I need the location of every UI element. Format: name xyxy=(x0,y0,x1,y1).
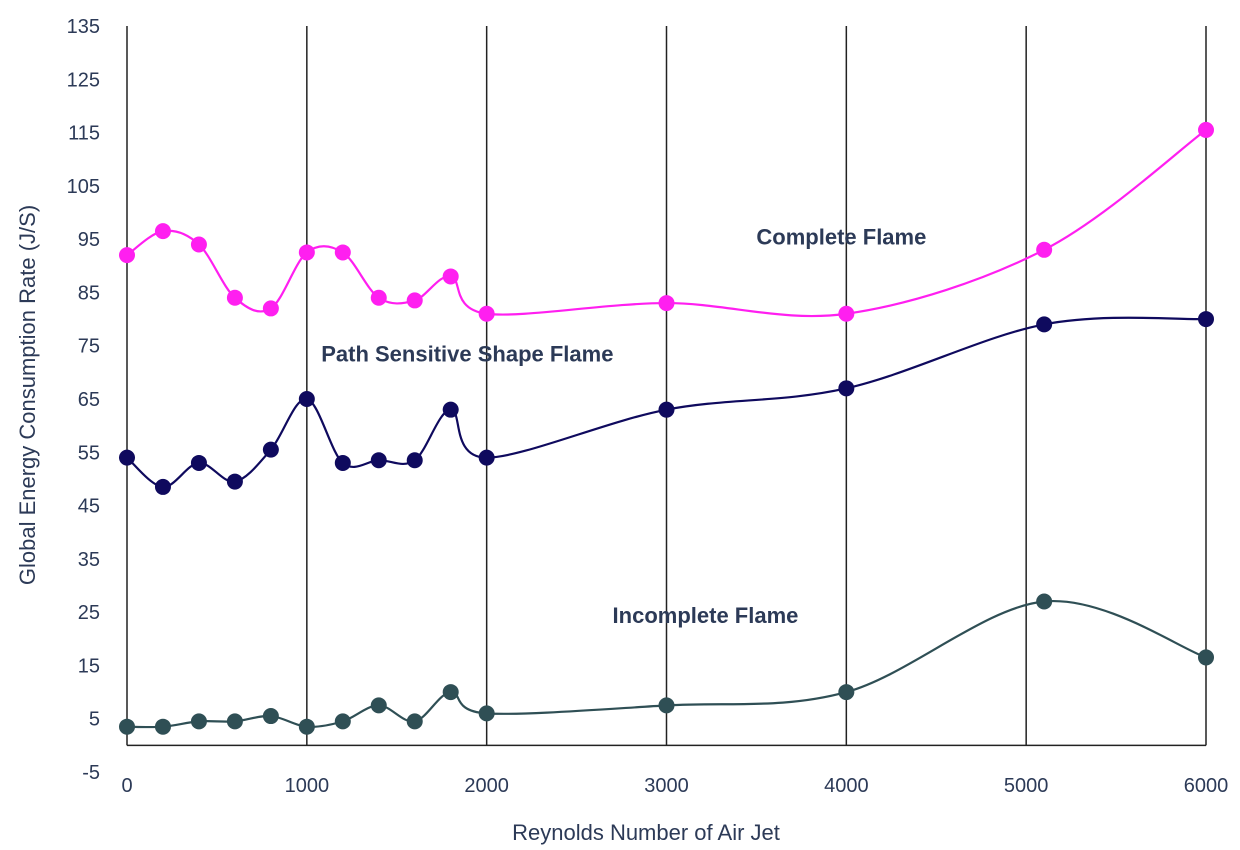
y-tick-label: -5 xyxy=(82,762,100,784)
y-tick-label: 15 xyxy=(78,655,100,677)
data-point xyxy=(370,697,387,714)
data-point xyxy=(190,713,207,730)
y-tick-label: 75 xyxy=(78,336,100,358)
data-point xyxy=(478,305,495,322)
series-line-1 xyxy=(126,129,1207,318)
x-tick-label: 2000 xyxy=(464,775,509,797)
y-tick-label: 65 xyxy=(78,389,100,411)
data-point xyxy=(226,713,243,730)
data-point xyxy=(1198,311,1214,328)
y-tick-label: 5 xyxy=(89,709,100,731)
x-axis-title: Reynolds Number of Air Jet xyxy=(512,820,780,845)
data-point xyxy=(1036,316,1053,333)
data-point xyxy=(119,449,135,466)
y-tick-label: 45 xyxy=(78,496,100,518)
x-tick-labels: 0 1000 2000 3000 4000 5000 6000 xyxy=(121,775,1228,797)
x-tick-label: 1000 xyxy=(285,775,330,797)
y-tick-label: 105 xyxy=(67,176,100,198)
data-point xyxy=(658,295,675,312)
data-point xyxy=(370,289,387,306)
y-tick-label: 95 xyxy=(78,229,100,251)
x-tick-label: 6000 xyxy=(1184,775,1229,797)
x-tick-label: 0 xyxy=(121,775,132,797)
data-point xyxy=(334,713,351,730)
data-point xyxy=(478,705,495,722)
x-tick-label: 4000 xyxy=(824,775,869,797)
data-point xyxy=(370,452,387,469)
x-tick-label: 5000 xyxy=(1004,775,1049,797)
data-point xyxy=(1198,649,1214,666)
data-point xyxy=(226,289,243,306)
annotation-label: Path Sensitive Shape Flame xyxy=(321,342,613,367)
data-point xyxy=(442,268,459,285)
data-point xyxy=(1198,121,1214,138)
data-point xyxy=(262,708,279,725)
data-point xyxy=(1036,593,1053,610)
y-tick-label: 125 xyxy=(67,69,100,91)
data-point xyxy=(478,449,495,466)
data-point xyxy=(226,473,243,490)
data-point xyxy=(442,401,459,418)
data-point xyxy=(838,380,855,397)
y-axis-title: Global Energy Consumption Rate (J/S) xyxy=(15,205,40,585)
data-point xyxy=(119,247,135,264)
data-point xyxy=(406,713,423,730)
data-point xyxy=(190,454,207,471)
data-point xyxy=(298,244,315,261)
annotation-label: Incomplete Flame xyxy=(613,603,799,628)
data-point xyxy=(442,684,459,701)
data-point xyxy=(298,391,315,407)
y-tick-labels: -5 5 15 25 35 45 55 65 75 85 95 105 115 125 135 xyxy=(67,16,100,784)
data-point xyxy=(190,236,207,253)
data-point xyxy=(262,441,279,458)
x-tick-label: 3000 xyxy=(644,775,689,797)
data-point xyxy=(838,684,855,701)
data-point xyxy=(658,697,675,714)
annotation-label: Complete Flame xyxy=(756,224,926,249)
y-tick-label: 85 xyxy=(78,282,100,304)
data-point xyxy=(154,223,171,240)
data-point xyxy=(406,292,423,309)
data-point xyxy=(334,454,351,471)
data-point xyxy=(334,244,351,261)
gridlines xyxy=(126,26,1207,746)
data-point xyxy=(1036,241,1053,258)
y-tick-label: 135 xyxy=(67,16,100,38)
data-point xyxy=(298,718,315,735)
data-point xyxy=(262,300,279,317)
data-point xyxy=(406,452,423,469)
data-point xyxy=(154,478,171,495)
data-point xyxy=(154,718,171,735)
data-point xyxy=(119,718,135,735)
annotations: Complete Flame Path Sensitive Shape Flame… xyxy=(321,224,926,627)
y-tick-label: 25 xyxy=(78,602,100,624)
y-tick-label: 55 xyxy=(78,442,100,464)
y-tick-label: 115 xyxy=(68,123,100,145)
series-points xyxy=(119,121,1214,735)
y-tick-label: 35 xyxy=(78,549,100,571)
data-point xyxy=(658,401,675,418)
data-point xyxy=(838,305,855,322)
